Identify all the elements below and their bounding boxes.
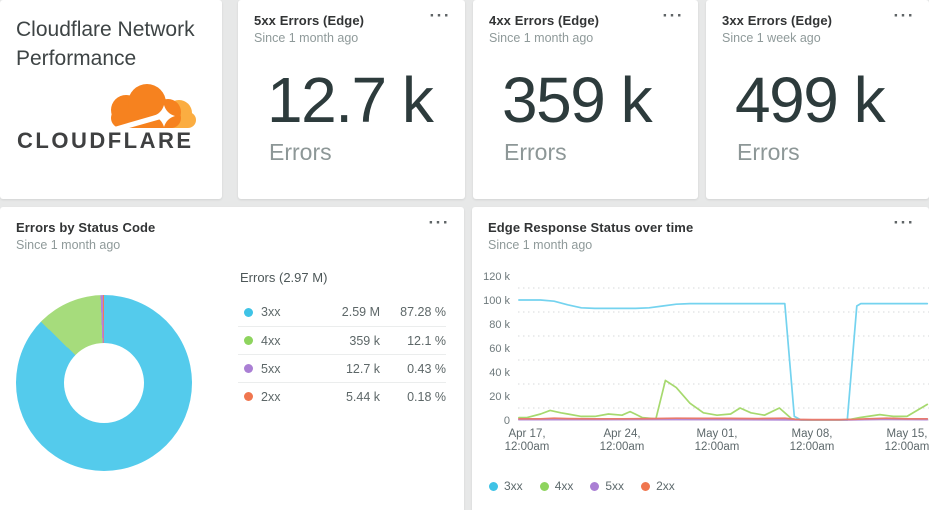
row-label: 3xx (261, 305, 281, 319)
row-percent: 12.1 % (407, 333, 446, 348)
table-row[interactable]: 4xx 359 k 12.1 % (238, 326, 446, 354)
row-value: 2.59 M (341, 305, 380, 319)
donut-chart[interactable] (16, 295, 192, 471)
row-percent: 0.43 % (407, 361, 446, 376)
svg-text:80 k: 80 k (489, 319, 510, 331)
stat-value: 12.7 k (267, 64, 434, 136)
row-percent: 87.28 % (400, 305, 446, 319)
row-label: 2xx (261, 389, 281, 404)
svg-text:60 k: 60 k (489, 343, 510, 355)
legend-label: 5xx (605, 479, 625, 493)
table-row[interactable]: 5xx 12.7 k 0.43 % (238, 354, 446, 382)
legend-item-4xx[interactable]: 4xx (539, 479, 574, 493)
line-chart[interactable]: 0 20 k 40 k 60 k 80 k 100 k 120 k Apr 17, 12:00a… (472, 259, 929, 471)
stat-unit: Errors (737, 139, 800, 165)
legend-item-2xx[interactable]: 2xx (641, 479, 675, 493)
row-label: 4xx (261, 333, 281, 348)
cloudflare-wordmark: CLOUDFLARE (17, 128, 194, 153)
dashboard-title: Cloudflare Network Performance (16, 18, 195, 70)
series-dot-5xx (244, 364, 253, 373)
legend-item-5xx[interactable]: 5xx (590, 479, 624, 493)
card-menu-icon[interactable]: ··· (429, 6, 451, 25)
card-subtitle: Since 1 month ago (254, 31, 359, 45)
card-menu-icon[interactable]: ··· (428, 213, 450, 232)
svg-text:May 08,12:00am: May 08, 12:00am (790, 428, 835, 453)
stat-unit: Errors (504, 139, 567, 165)
row-value: 5.44 k (345, 389, 380, 404)
stat-value: 359 k (502, 64, 653, 136)
row-value: 12.7 k (345, 361, 380, 376)
svg-text:120 k: 120 k (483, 271, 510, 283)
card-menu-icon[interactable]: ··· (662, 6, 684, 25)
svg-text:0: 0 (504, 415, 510, 427)
dashboard-title-card: Cloudflare Network Performance CLOUDFLAR… (0, 0, 222, 199)
cloudflare-logo: CLOUDFLARE (16, 82, 214, 156)
svg-text:Apr 24,12:00am: Apr 24, 12:00am (600, 428, 645, 453)
cloudflare-cloud-icon: CLOUDFLARE (17, 84, 196, 153)
table-row[interactable]: 3xx 2.59 M 87.28 % (238, 298, 446, 326)
svg-text:Apr 17,12:00am: Apr 17, 12:00am (505, 428, 550, 453)
series-dot-4xx (244, 336, 253, 345)
card-title: 3xx Errors (Edge) (722, 13, 833, 28)
donut-hole (64, 343, 144, 423)
line-chart-legend: 3xx 4xx 5xx 2xx (489, 479, 675, 493)
card-subtitle: Since 1 month ago (489, 31, 594, 45)
card-title: 4xx Errors (Edge) (489, 13, 600, 28)
table-row[interactable]: 2xx 5.44 k 0.18 % (238, 382, 446, 410)
stat-card-5xx: ··· 5xx Errors (Edge) Since 1 month ago … (238, 0, 465, 199)
legend-label: 4xx (554, 479, 574, 493)
errors-by-status-card: ··· Errors by Status Code Since 1 month … (0, 207, 464, 510)
card-menu-icon[interactable]: ··· (893, 213, 915, 232)
row-label: 5xx (261, 361, 281, 376)
pie-table-header: Errors (2.97 M) (240, 270, 328, 285)
legend-label: 3xx (504, 479, 523, 493)
svg-text:40 k: 40 k (489, 367, 510, 379)
series-dot-2xx (244, 392, 253, 401)
stat-card-4xx: ··· 4xx Errors (Edge) Since 1 month ago … (473, 0, 698, 199)
row-value: 359 k (349, 333, 380, 348)
pie-legend-table: Errors (2.97 M) 3xx 2.59 M 87.28 % 4xx 3… (238, 270, 446, 410)
svg-text:May 01,12:00am: May 01, 12:00am (695, 428, 740, 453)
series-dot-3xx (244, 307, 253, 317)
card-title: 5xx Errors (Edge) (254, 13, 365, 28)
card-title: Errors by Status Code (16, 220, 156, 235)
card-subtitle: Since 1 month ago (16, 238, 121, 252)
card-menu-icon[interactable]: ··· (893, 6, 915, 25)
svg-text:20 k: 20 k (489, 391, 510, 403)
stat-value: 499 k (735, 64, 886, 136)
svg-text:May 15,12:00am: May 15, 12:00am (885, 428, 929, 453)
stat-unit: Errors (269, 139, 332, 165)
card-subtitle: Since 1 month ago (488, 238, 593, 252)
card-subtitle: Since 1 week ago (722, 31, 821, 45)
card-title: Edge Response Status over time (488, 220, 694, 235)
row-percent: 0.18 % (407, 389, 446, 404)
svg-text:100 k: 100 k (483, 295, 510, 307)
legend-dot-3xx (489, 481, 498, 491)
legend-dot-4xx (539, 481, 549, 491)
legend-label: 2xx (656, 479, 675, 493)
edge-response-status-card: ··· Edge Response Status over time Since… (472, 207, 929, 510)
legend-item-3xx[interactable]: 3xx (489, 479, 523, 493)
legend-dot-5xx (590, 481, 600, 491)
stat-card-3xx: ··· 3xx Errors (Edge) Since 1 week ago 4… (706, 0, 929, 199)
legend-dot-2xx (641, 481, 651, 491)
